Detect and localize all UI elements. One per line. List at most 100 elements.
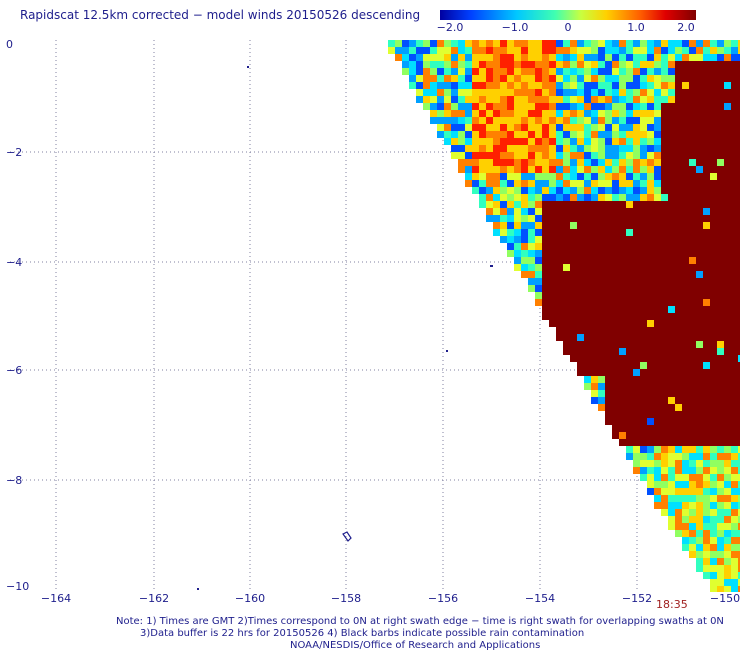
swath-pixel xyxy=(507,47,514,54)
swath-pixel xyxy=(549,82,556,89)
swath-pixel xyxy=(738,180,740,187)
swath-pixel xyxy=(647,75,654,82)
swath-pixel xyxy=(689,418,696,425)
swath-pixel xyxy=(675,404,682,411)
swath-pixel xyxy=(626,166,633,173)
swath-pixel xyxy=(710,138,717,145)
swath-pixel xyxy=(633,82,640,89)
swath-pixel xyxy=(605,208,612,215)
swath-pixel xyxy=(689,40,696,47)
swath-pixel xyxy=(528,208,535,215)
swath-pixel xyxy=(605,236,612,243)
swath-pixel xyxy=(640,89,647,96)
swath-pixel xyxy=(402,40,409,47)
swath-pixel xyxy=(738,103,740,110)
swath-pixel xyxy=(682,159,689,166)
swath-pixel xyxy=(661,278,668,285)
swath-pixel xyxy=(717,61,724,68)
swath-pixel xyxy=(507,145,514,152)
swath-pixel xyxy=(654,215,661,222)
swath-pixel xyxy=(598,243,605,250)
swath-pixel xyxy=(661,432,668,439)
swath-pixel xyxy=(514,145,521,152)
swath-pixel xyxy=(731,544,738,551)
swath-pixel xyxy=(577,47,584,54)
swath-pixel xyxy=(654,166,661,173)
swath-pixel xyxy=(689,404,696,411)
swath-pixel xyxy=(682,257,689,264)
swath-pixel xyxy=(654,271,661,278)
swath-pixel xyxy=(437,110,444,117)
swath-pixel xyxy=(577,215,584,222)
swath-pixel xyxy=(724,138,731,145)
swath-pixel xyxy=(402,54,409,61)
swath-pixel xyxy=(696,243,703,250)
swath-pixel xyxy=(591,236,598,243)
swath-pixel xyxy=(668,369,675,376)
swath-pixel xyxy=(682,439,689,446)
footnote-line-1: Note: 1) Times are GMT 2)Times correspon… xyxy=(116,616,724,627)
swath-pixel xyxy=(731,159,738,166)
swath-pixel xyxy=(738,82,740,89)
swath-pixel xyxy=(647,411,654,418)
swath-pixel xyxy=(633,236,640,243)
swath-pixel xyxy=(605,152,612,159)
swath-pixel xyxy=(577,306,584,313)
swath-pixel xyxy=(619,383,626,390)
swath-pixel xyxy=(661,145,668,152)
swath-pixel xyxy=(633,404,640,411)
swath-pixel xyxy=(626,369,633,376)
swath-pixel xyxy=(724,229,731,236)
swath-pixel xyxy=(696,362,703,369)
swath-pixel xyxy=(710,131,717,138)
swath-pixel xyxy=(570,180,577,187)
swath-pixel xyxy=(633,306,640,313)
swath-pixel xyxy=(661,222,668,229)
swath-pixel xyxy=(731,558,738,565)
swath-pixel xyxy=(395,54,402,61)
swath-pixel xyxy=(500,187,507,194)
swath-pixel xyxy=(654,229,661,236)
swath-pixel xyxy=(542,103,549,110)
swath-pixel xyxy=(717,320,724,327)
swath-pixel xyxy=(486,145,493,152)
swath-pixel xyxy=(437,82,444,89)
swath-pixel xyxy=(682,544,689,551)
swath-pixel xyxy=(605,411,612,418)
swath-pixel xyxy=(626,138,633,145)
swath-pixel xyxy=(577,334,584,341)
swath-pixel xyxy=(626,152,633,159)
swath-pixel xyxy=(479,180,486,187)
swath-pixel xyxy=(689,236,696,243)
swath-pixel xyxy=(710,565,717,572)
swath-pixel xyxy=(451,96,458,103)
swath-pixel xyxy=(710,250,717,257)
swath-pixel xyxy=(689,488,696,495)
swath-pixel xyxy=(409,61,416,68)
swath-pixel xyxy=(493,40,500,47)
swath-pixel xyxy=(675,495,682,502)
swath-pixel xyxy=(619,439,626,446)
swath-pixel xyxy=(731,103,738,110)
swath-pixel xyxy=(668,54,675,61)
swath-pixel xyxy=(682,299,689,306)
swath-pixel xyxy=(661,208,668,215)
swath-pixel xyxy=(626,306,633,313)
swath-pixel xyxy=(465,96,472,103)
swath-pixel xyxy=(556,117,563,124)
swath-pixel xyxy=(549,257,556,264)
swath-pixel xyxy=(598,54,605,61)
swath-pixel xyxy=(654,397,661,404)
swath-pixel xyxy=(647,278,654,285)
swath-pixel xyxy=(682,383,689,390)
swath-pixel xyxy=(689,75,696,82)
swath-pixel xyxy=(598,145,605,152)
swath-pixel xyxy=(612,313,619,320)
swath-pixel xyxy=(640,138,647,145)
swath-pixel xyxy=(598,278,605,285)
swath-pixel xyxy=(444,103,451,110)
swath-pixel xyxy=(703,243,710,250)
swath-pixel xyxy=(514,68,521,75)
swath-pixel xyxy=(570,68,577,75)
swath-pixel xyxy=(738,474,740,481)
